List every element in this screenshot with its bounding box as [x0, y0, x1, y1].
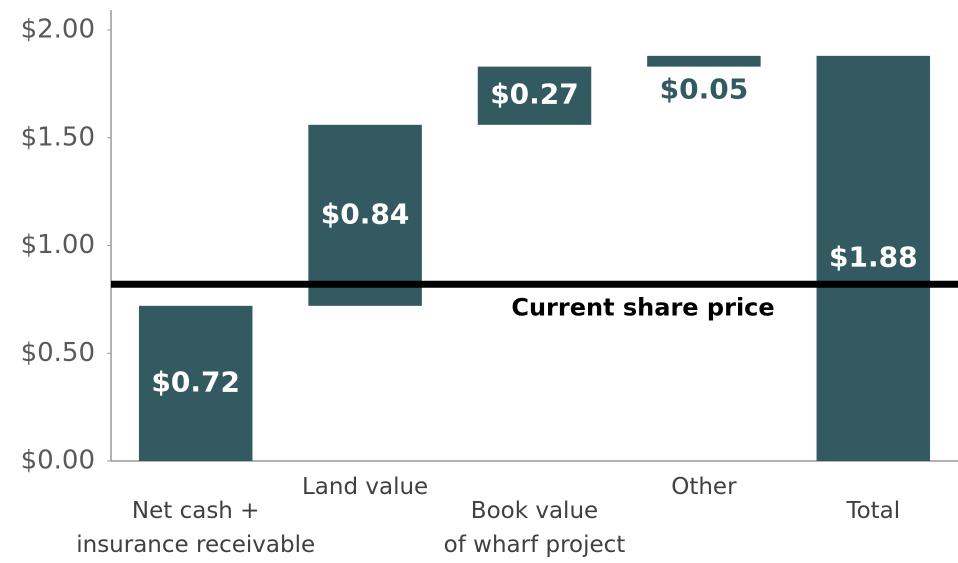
y-tick-label: $0.00 [21, 446, 95, 476]
bar [477, 66, 592, 125]
value-label: $1.88 [829, 240, 918, 273]
bar [308, 124, 422, 306]
x-tick-label: Book value of wharf project [443, 498, 626, 558]
value-label: $0.72 [151, 365, 240, 398]
y-tick-label: $1.50 [21, 122, 95, 152]
bar [138, 305, 253, 461]
x-tick-label: Net cash + insurance receivable [76, 498, 316, 558]
x-tick-label: Total [846, 498, 901, 524]
value-label: $0.05 [660, 73, 749, 106]
x-tick-label: Land value [301, 474, 429, 500]
x-tick-label: Other [671, 474, 737, 500]
reference-label: Current share price [511, 293, 774, 321]
bar [816, 55, 931, 462]
y-tick-label: $2.00 [21, 15, 95, 45]
value-label: $0.27 [490, 78, 579, 111]
y-tick-label: $1.00 [21, 230, 95, 260]
value-label: $0.84 [321, 197, 410, 230]
bar [647, 55, 761, 67]
y-tick-label: $0.50 [21, 338, 95, 368]
